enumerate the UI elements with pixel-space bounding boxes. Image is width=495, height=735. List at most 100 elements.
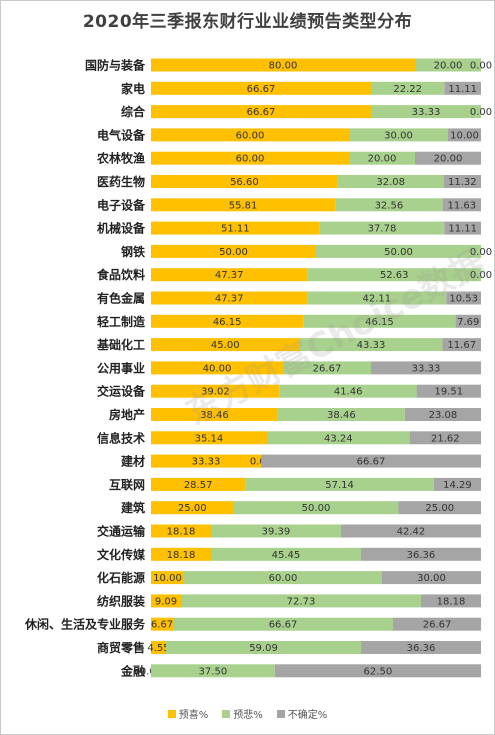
category-label: 有色金属 <box>97 291 145 306</box>
category-label: 食品饮料 <box>96 267 145 282</box>
bar-segment-series-0 <box>151 221 320 235</box>
data-label: 46.15 <box>365 317 394 328</box>
data-label: 11.32 <box>448 177 477 188</box>
bar-segment-series-0 <box>151 198 336 212</box>
bar-segment-series-0 <box>151 314 304 328</box>
bar-segment-series-2 <box>421 594 481 608</box>
bar-segment-series-1 <box>303 314 456 328</box>
data-label: 21.62 <box>431 433 460 444</box>
bar-segment-series-0 <box>151 594 181 608</box>
data-label: 41.46 <box>334 387 363 398</box>
data-label: 43.24 <box>324 433 353 444</box>
data-label: 45.45 <box>272 550 301 561</box>
data-label: 35.14 <box>195 433 224 444</box>
data-label: 0.00 <box>470 270 492 281</box>
data-label: 42.42 <box>397 527 426 538</box>
bar-segment-series-0 <box>151 338 300 352</box>
data-label: 66.67 <box>269 620 298 631</box>
bar-segment-series-1 <box>349 151 415 165</box>
bar-segment-series-1 <box>166 641 362 654</box>
bar-segment-series-0 <box>151 571 184 585</box>
category-label: 综合 <box>121 104 146 119</box>
bar-segment-series-0 <box>151 175 338 188</box>
data-label: 33.33 <box>412 363 441 374</box>
data-label: 36.36 <box>407 643 436 654</box>
data-label: 38.46 <box>327 410 356 421</box>
bar-segment-series-2 <box>274 664 481 678</box>
data-label: 47.37 <box>215 270 244 281</box>
data-label: 47.37 <box>215 294 244 305</box>
data-label: 59.09 <box>249 643 278 654</box>
bar-segment-series-1 <box>279 384 417 398</box>
bar-segment-series-0 <box>151 105 372 119</box>
bar-segment-series-2 <box>443 175 481 188</box>
bar-segment-series-2 <box>361 641 481 654</box>
bar-segment-series-2 <box>444 81 481 95</box>
data-label: 57.14 <box>325 480 354 491</box>
bar-segment-series-0 <box>151 384 280 398</box>
bar-segment-series-2 <box>409 431 481 445</box>
bar-segment-series-0 <box>151 617 174 631</box>
data-label: 20.00 <box>434 61 463 72</box>
legend-swatch-positive <box>167 709 176 718</box>
data-label: 39.39 <box>262 527 291 538</box>
bar-segment-series-0 <box>151 431 267 445</box>
bar-segment-series-2 <box>260 454 481 468</box>
category-label: 建材 <box>120 454 145 469</box>
bar-segment-series-0 <box>151 81 372 95</box>
data-label: 60.00 <box>269 573 298 584</box>
bar-segment-series-0 <box>151 244 316 258</box>
data-label: 11.11 <box>448 84 477 95</box>
data-label: 32.08 <box>376 177 405 188</box>
bar-segment-series-2 <box>444 221 481 235</box>
data-label: 7.69 <box>457 317 479 328</box>
bar-segment-series-2 <box>433 477 481 491</box>
bar-segment-series-0 <box>151 547 211 561</box>
bar-segment-series-1 <box>319 221 445 235</box>
category-label: 纺织服装 <box>97 593 145 608</box>
data-label: 11.67 <box>447 340 476 351</box>
data-label: 80.00 <box>269 61 298 72</box>
bar-segment-series-2 <box>416 384 481 398</box>
bar-segment-series-1 <box>335 198 443 212</box>
data-label: 42.11 <box>362 294 391 305</box>
legend-label-positive: 预喜% <box>178 710 209 721</box>
legend: 预喜% 预悲% 不确定% <box>1 706 494 721</box>
category-label: 商贸零售 <box>97 640 145 655</box>
legend-item-negative: 预悲% <box>222 706 263 721</box>
bar-segment-series-1 <box>173 617 394 631</box>
data-label: 4.55 <box>147 643 169 654</box>
data-label: 25.00 <box>178 503 207 514</box>
bar-segment-series-2 <box>382 571 481 585</box>
data-label: 43.33 <box>357 340 386 351</box>
category-label: 医药生物 <box>97 174 145 189</box>
data-label: 32.56 <box>375 200 404 211</box>
data-label: 22.22 <box>393 84 422 95</box>
data-label: 18.18 <box>167 550 196 561</box>
data-label: 56.60 <box>230 177 259 188</box>
data-label: 26.67 <box>423 620 452 631</box>
data-label: 55.81 <box>229 200 258 211</box>
legend-item-uncertain: 不确定% <box>276 706 328 721</box>
category-label: 金融 <box>120 663 145 678</box>
data-label: 60.00 <box>236 154 265 165</box>
category-label: 信息技术 <box>97 430 145 445</box>
bar-segment-series-1 <box>307 268 481 282</box>
bar-segment-series-1 <box>180 594 422 608</box>
data-label: 52.63 <box>380 270 409 281</box>
category-label: 轻工制造 <box>97 314 146 329</box>
data-label: 51.11 <box>221 224 250 235</box>
bar-segment-series-0 <box>151 58 415 72</box>
data-label: 50.00 <box>219 247 248 258</box>
bar-segment-series-0 <box>151 454 261 468</box>
bar-segment-series-0 <box>151 128 349 142</box>
data-label: 33.33 <box>192 457 221 468</box>
bar-segment-series-2 <box>340 524 481 538</box>
bar-segment-series-1 <box>151 664 275 678</box>
data-label: 18.18 <box>437 596 466 607</box>
bar-segment-series-0 <box>151 477 246 491</box>
category-label: 公用事业 <box>97 360 145 375</box>
data-label: 0.00 <box>470 61 492 72</box>
legend-label-uncertain: 不确定% <box>287 710 328 721</box>
bar-segment-series-1 <box>371 105 481 119</box>
